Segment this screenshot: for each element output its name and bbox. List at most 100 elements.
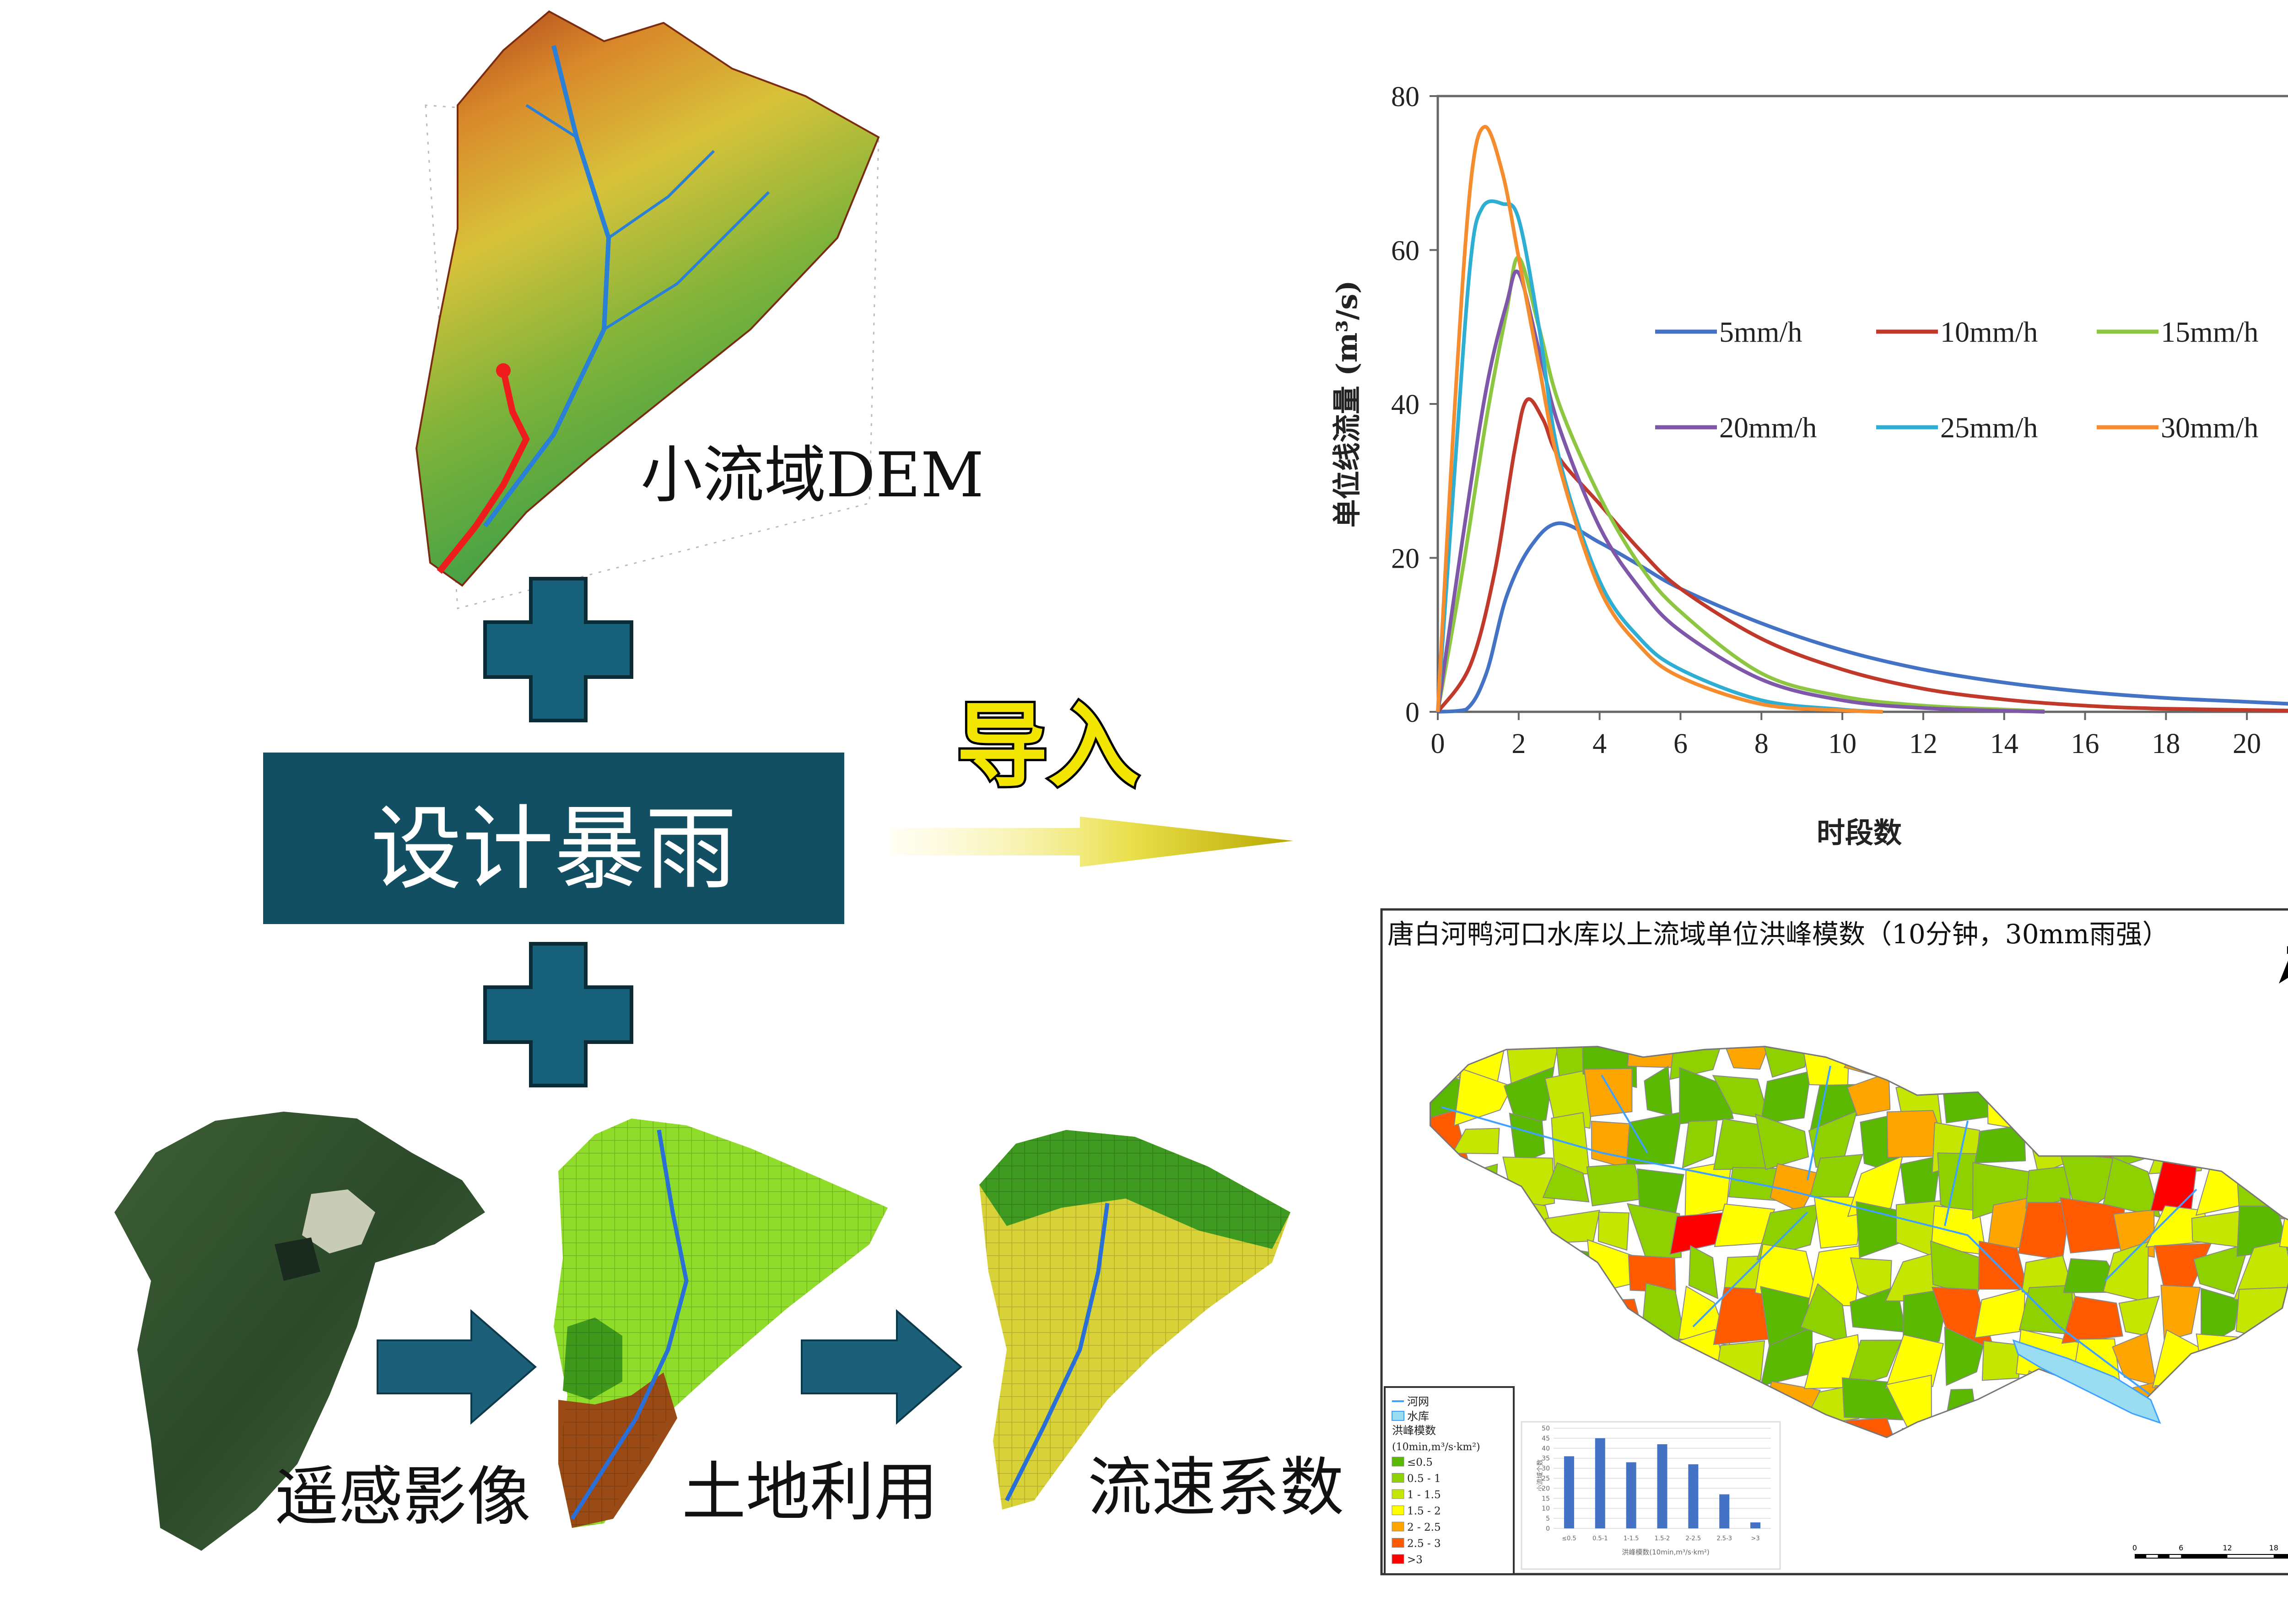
scale-tick: 0 [2132,1543,2137,1552]
sub-basin [1719,1046,1771,1070]
legend-class-swatch [1392,1506,1404,1515]
histogram-y-tick: 25 [1542,1475,1550,1483]
histogram-x-tick: 0.5-1 [1592,1535,1608,1542]
river-line [1692,1211,1808,1328]
river-line [2104,1188,2197,1282]
dem-3d-image [415,10,880,609]
sub-basin [1845,1339,1902,1390]
map-title: 唐白河鸭河口水库以上流域单位洪峰模数（10分钟，30mm雨强） [1387,919,2169,950]
series-line-30mm/h [1436,125,1883,714]
satellite-shadow [275,1237,320,1281]
dem-flow-start [496,363,511,378]
histogram-y-tick: 15 [1542,1495,1550,1502]
histogram-bar [1719,1494,1730,1528]
sub-basin [1755,1113,1809,1170]
y-tick-label: 0 [1405,697,1419,728]
dem-label: 小流域DEM [641,439,984,511]
sub-basin [1453,1068,1513,1126]
scale-bar-segment [2146,1555,2158,1558]
river-line [1807,1065,1831,1181]
series-line-20mm/h [1436,269,2045,714]
legend-reservoir-label: 水库 [1407,1410,1429,1423]
remote-sensing-image [114,1112,485,1551]
histogram-x-tick: 2.5-3 [1716,1535,1732,1542]
velocity-coefficient-image [979,1130,1290,1510]
legend-class-label: ≤0.5 [1407,1457,1433,1468]
map-legend [1384,1386,1515,1575]
scale-bar-fill [2135,1554,2288,1559]
sub-basin [2160,1285,2201,1342]
land-use-image [554,1119,888,1528]
histogram-y-tick: 10 [1542,1505,1550,1512]
x-tick-label: 10 [1828,728,1856,759]
x-tick-label: 2 [1511,728,1526,759]
y-tick-label: 40 [1391,389,1419,420]
sub-basin [1885,1334,1944,1389]
river-line [1944,1120,1969,1226]
sub-basin [1509,1113,1545,1166]
histogram-y-tick: 20 [1542,1485,1550,1492]
reservoir-legend-icon [1392,1411,1404,1421]
plus-icon [483,942,633,1087]
series-line-5mm/h [1437,521,2288,714]
remote-sensing-label: 遥感影像 [275,1460,531,1534]
reservoir-shape [2012,1339,2161,1424]
sub-basin [1542,1162,1590,1203]
legend-class-swatch [1392,1538,1404,1548]
histogram-y-tick: 5 [1546,1515,1550,1522]
histogram-y-tick: 40 [1542,1445,1550,1452]
legend-class-swatch [1392,1473,1404,1483]
scale-tick: 12 [2223,1543,2232,1552]
sub-basin [2279,1200,2288,1253]
sub-basin [1503,1066,1555,1125]
satellite-basin [114,1112,485,1551]
y-tick-label: 60 [1391,236,1419,267]
sub-basin [1974,1124,2026,1164]
legend-label: 20mm/h [1719,411,1817,444]
sub-basin [1597,1211,1630,1251]
legend-class-label: 2 - 2.5 [1407,1522,1441,1533]
legend-unit: (10min,m³/s·km²) [1392,1441,1480,1453]
plus-icon [483,577,633,722]
scale-tick: 6 [2179,1543,2183,1552]
x-tick-label: 14 [1990,728,2018,759]
histogram-x-tick: 1.5-2 [1655,1535,1670,1542]
land-use-river [570,1129,689,1520]
sub-basin [1688,1245,1719,1299]
velocity-label: 流速系数 [1088,1451,1344,1525]
histogram-y-label: 小流域个数 [1537,1459,1544,1491]
north-label: N [2286,945,2288,957]
sub-basin [2193,1242,2250,1295]
arrow-right-icon [801,1309,963,1425]
legend-label: 25mm/h [1940,411,2038,444]
x-axis-label: 时段数 [1817,816,1902,850]
x-tick-label: 12 [1909,728,1937,759]
legend-heading: 洪峰模数 [1392,1424,1436,1437]
legend-class-swatch [1392,1489,1404,1499]
sub-basin [1679,1067,1734,1124]
sub-basin [1682,1120,1718,1169]
histogram-x-label: 洪峰模数(10min,m³/s·km²) [1622,1548,1709,1556]
north-arrow-icon: N [2279,945,2288,984]
satellite-clearing [302,1189,375,1253]
histogram-frame [1521,1421,1781,1570]
legend-class-label: 2.5 - 3 [1407,1538,1441,1550]
sub-basin [1627,1203,1682,1261]
y-axis-label: 单位线流量 (m³/s) [1330,280,1364,528]
legend-class-label: >3 [1407,1554,1423,1566]
histogram-x-tick: 2-2.5 [1686,1535,1701,1542]
x-tick-label: 6 [1673,728,1688,759]
legend-label: 15mm/h [2161,316,2258,348]
river-line [1441,1106,2152,1396]
x-tick-label: 4 [1592,728,1607,759]
sub-basin [1944,1326,1984,1386]
x-tick-label: 16 [2071,728,2099,759]
series-line-10mm/h [1436,397,2288,713]
scale-bar-segment [2227,1555,2274,1558]
arrow-right-icon [890,817,1293,867]
scale-bar-segment [2169,1555,2181,1558]
velocity-river [1004,1203,1110,1502]
x-tick-label: 18 [2152,728,2180,759]
river-line [1601,1074,1648,1154]
